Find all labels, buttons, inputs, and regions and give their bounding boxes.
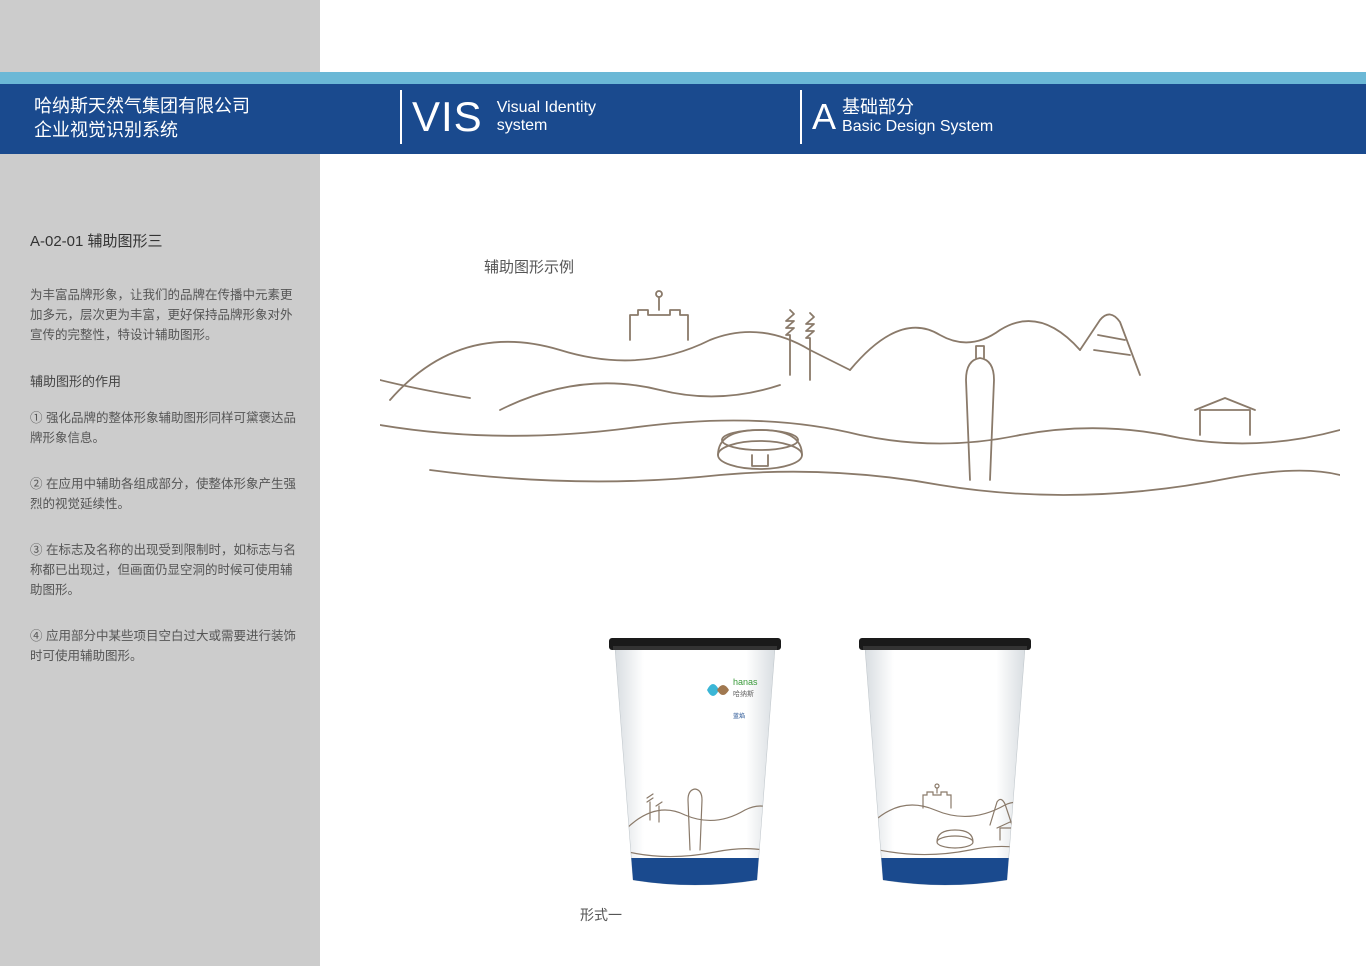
section-en: Basic Design System [842,117,993,137]
top-accent-bar [0,72,1366,84]
sidebar-text: A-02-01 辅助图形三 为丰富品牌形象，让我们的品牌在传播中元素更加多元，层… [30,230,300,692]
example-title: 辅助图形示例 [484,256,574,277]
form-label: 形式一 [580,905,622,925]
company-name-line1: 哈纳斯天然气集团有限公司 [34,94,250,118]
header-company-block: 哈纳斯天然气集团有限公司 企业视觉识别系统 [34,94,250,142]
cup-mockup-2 [845,630,1045,880]
intro-paragraph: 为丰富品牌形象，让我们的品牌在传播中元素更加多元，层次更为丰富，更好保持品牌形象… [30,285,300,345]
subhead: 辅助图形的作用 [30,371,300,390]
cup-mockups: hanas 哈纳斯 蓝焰 [560,630,1080,930]
cup-brand-cn: 哈纳斯 [733,689,754,698]
point-4: ④ 应用部分中某些项目空白过大或需要进行装饰时可使用辅助图形。 [30,626,300,666]
point-3: ③ 在标志及名称的出现受到限制时，如标志与名称都已出现过，但画面仍显空洞的时候可… [30,540,300,600]
company-name-line2: 企业视觉识别系统 [34,118,250,142]
separator-line-icon [800,90,802,144]
landscape-illustration [380,280,1340,520]
separator-line-icon [400,90,402,144]
point-1: ① 强化品牌的整体形象辅助图形同样可黛褒达品牌形象信息。 [30,408,300,448]
cup-brand-en: hanas [733,677,758,687]
page-code: A-02-01 辅助图形三 [30,230,300,251]
point-2: ② 在应用中辅助各组成部分，使整体形象产生强烈的视觉延续性。 [30,474,300,514]
cup-mockup-1: hanas 哈纳斯 蓝焰 [595,630,795,880]
cup-brand-sub: 蓝焰 [733,712,745,720]
section-letter: A [812,96,836,138]
section-block: A 基础部分 Basic Design System [800,90,993,144]
vis-subtitle: Visual Identity system [497,99,596,135]
vis-sub-line2: system [497,117,596,135]
header-bar: 哈纳斯天然气集团有限公司 企业视觉识别系统 VIS Visual Identit… [0,84,1366,154]
section-subtitle: 基础部分 Basic Design System [842,97,993,137]
section-cn: 基础部分 [842,97,993,117]
vis-label: VIS [412,93,483,141]
vis-block: VIS Visual Identity system [400,90,596,144]
vis-sub-line1: Visual Identity [497,99,596,117]
